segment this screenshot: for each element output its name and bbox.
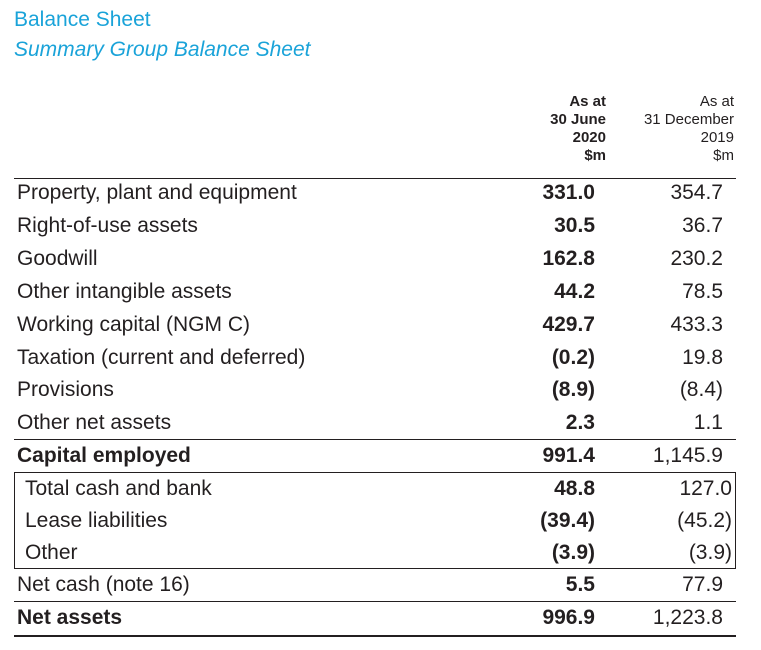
row-value-current: 44.2 — [554, 280, 595, 303]
row-value-current: 331.0 — [542, 181, 595, 204]
subtotal-row: Capital employed 991.4 1,145.9 — [14, 439, 736, 473]
row-label: Taxation (current and deferred) — [17, 346, 306, 369]
table-row: Total cash and bank 48.8 127.0 — [15, 473, 735, 506]
table-row: Provisions (8.9) (8.4) — [14, 374, 736, 407]
row-value-current: (39.4) — [540, 509, 595, 532]
row-value-previous: 77.9 — [682, 573, 723, 596]
row-value-previous: 78.5 — [682, 280, 723, 303]
table-row: Working capital (NGM C) 429.7 433.3 — [14, 309, 736, 342]
row-label: Property, plant and equipment — [17, 181, 297, 204]
net-cash-components-box: Total cash and bank 48.8 127.0 Lease lia… — [14, 472, 736, 569]
row-value-previous: (45.2) — [677, 509, 732, 532]
row-label: Right-of-use assets — [17, 214, 198, 237]
row-label: Other net assets — [17, 411, 172, 434]
row-value-current: 429.7 — [542, 313, 595, 336]
row-label: Provisions — [17, 378, 114, 401]
row-value-current: (3.9) — [551, 541, 595, 564]
row-value-current: 2.3 — [565, 411, 595, 434]
table-row: Net cash (note 16) 5.5 77.9 — [14, 569, 736, 602]
column-header-previous: As at 31 December 2019 $m — [644, 93, 734, 165]
table-row: Other net assets 2.3 1.1 — [14, 407, 736, 440]
row-label: Other intangible assets — [17, 280, 232, 303]
row-value-previous: (8.4) — [679, 378, 723, 401]
table-row: Taxation (current and deferred) (0.2) 19… — [14, 342, 736, 375]
row-value-current: 48.8 — [554, 477, 595, 500]
column-header-previous-line: 31 December — [643, 111, 734, 128]
column-header-current-line: 30 June — [550, 111, 606, 128]
row-value-current: 30.5 — [554, 214, 595, 237]
row-value-current: 996.9 — [542, 606, 595, 629]
row-label: Net cash (note 16) — [17, 573, 190, 596]
table-row: Property, plant and equipment 331.0 354.… — [14, 177, 736, 210]
row-label: Capital employed — [17, 444, 191, 467]
page-title: Balance Sheet — [14, 8, 151, 31]
total-row: Net assets 996.9 1,223.8 — [14, 601, 736, 637]
row-value-current: 162.8 — [542, 247, 595, 270]
column-header-current-line: $m — [584, 147, 606, 164]
row-value-previous: 1.1 — [693, 411, 723, 434]
row-value-current: (8.9) — [551, 378, 595, 401]
row-value-previous: 19.8 — [682, 346, 723, 369]
table-row: Other intangible assets 44.2 78.5 — [14, 276, 736, 309]
row-value-previous: 1,223.8 — [652, 606, 723, 629]
row-value-current: (0.2) — [551, 346, 595, 369]
row-value-current: 991.4 — [542, 444, 595, 467]
row-label: Working capital (NGM C) — [17, 313, 250, 336]
row-label: Total cash and bank — [25, 477, 212, 500]
column-header-current: As at 30 June 2020 $m — [550, 93, 606, 165]
table-row: Right-of-use assets 30.5 36.7 — [14, 210, 736, 243]
row-value-current: 5.5 — [565, 573, 595, 596]
row-value-previous: 36.7 — [682, 214, 723, 237]
column-header-previous-line: $m — [713, 147, 734, 164]
column-header-previous-line: 2019 — [700, 129, 734, 146]
row-label: Goodwill — [17, 247, 98, 270]
column-header-current-line: As at — [569, 93, 606, 110]
page-subtitle: Summary Group Balance Sheet — [14, 38, 311, 61]
row-value-previous: 230.2 — [670, 247, 723, 270]
row-value-previous: (3.9) — [688, 541, 732, 564]
row-value-previous: 1,145.9 — [652, 444, 723, 467]
row-value-previous: 127.0 — [679, 477, 732, 500]
table-row: Other (3.9) (3.9) — [15, 537, 735, 570]
column-header-current-line: 2020 — [572, 129, 606, 146]
row-value-previous: 354.7 — [670, 181, 723, 204]
row-label: Other — [25, 541, 78, 564]
column-header-previous-line: As at — [699, 93, 734, 110]
table-row: Goodwill 162.8 230.2 — [14, 243, 736, 276]
row-label: Net assets — [17, 606, 123, 629]
table-row: Lease liabilities (39.4) (45.2) — [15, 505, 735, 538]
row-label: Lease liabilities — [25, 509, 168, 532]
row-value-previous: 433.3 — [670, 313, 723, 336]
header-divider — [14, 178, 736, 179]
